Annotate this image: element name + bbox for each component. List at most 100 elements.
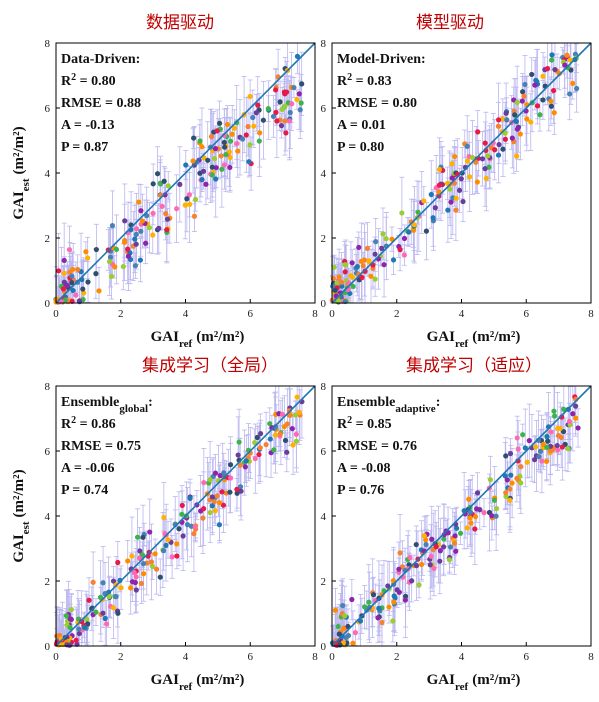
data-point (138, 580, 144, 587)
data-point (73, 292, 79, 298)
data-point (247, 93, 253, 100)
data-point (222, 144, 228, 150)
data-point (421, 198, 427, 204)
data-point (137, 257, 144, 263)
rmse-stat: RMSE = 0.76 (337, 439, 417, 454)
data-point (342, 262, 348, 268)
x-tick-label: 2 (118, 651, 124, 663)
one-to-one-line (55, 385, 316, 647)
data-point (372, 251, 378, 257)
data-point (109, 223, 116, 229)
data-point (416, 582, 422, 588)
data-point (216, 500, 223, 506)
data-point (125, 558, 131, 564)
data-point (366, 599, 372, 605)
y-tick-label: 0 (45, 641, 51, 653)
method-label: Ensembleadaptive: (337, 395, 440, 415)
data-point (61, 270, 67, 276)
data-point (179, 511, 185, 517)
data-point (469, 154, 476, 161)
data-point (423, 228, 430, 234)
data-point (562, 62, 568, 68)
data-point (110, 578, 117, 584)
data-point (282, 91, 288, 97)
data-point (250, 114, 256, 121)
data-point (456, 187, 463, 193)
data-point (136, 199, 142, 205)
data-point (332, 607, 339, 613)
panel-title: 集成学习（适应） (406, 356, 542, 376)
data-point (350, 640, 356, 646)
data-point (339, 283, 345, 289)
data-point (209, 164, 215, 170)
data-point (540, 441, 546, 447)
data-point (103, 621, 110, 627)
data-point (494, 505, 500, 512)
y-label-sub: est (20, 178, 32, 191)
data-point (528, 119, 534, 125)
data-point (385, 583, 391, 589)
data-point (161, 514, 167, 521)
data-point (106, 593, 112, 600)
data-point (150, 210, 156, 216)
data-point (448, 544, 454, 550)
data-point (474, 506, 480, 512)
x-tick-label: 4 (459, 651, 465, 663)
data-point (133, 241, 139, 247)
a-stat: A = -0.06 (61, 461, 115, 476)
data-point (81, 624, 88, 631)
data-point (125, 246, 131, 252)
y-tick-label: 4 (321, 168, 327, 180)
data-point (495, 152, 502, 158)
data-point (360, 263, 366, 269)
rmse-label: RMSE = (337, 96, 392, 111)
method-label: Model-Driven: (337, 52, 426, 67)
data-point (496, 141, 502, 148)
x-tick-label: 0 (329, 308, 335, 320)
data-point (174, 553, 180, 559)
x-axis-label: GAIref (m²/m²) (427, 329, 521, 350)
data-point (573, 403, 579, 409)
data-point (468, 520, 474, 526)
data-point (84, 616, 90, 622)
data-point (218, 153, 224, 159)
data-point (330, 283, 336, 289)
data-point (137, 555, 143, 561)
data-point (214, 493, 220, 499)
data-point (256, 451, 262, 458)
data-point (67, 624, 73, 631)
data-point (337, 642, 343, 648)
rmse-value: 0.76 (392, 439, 417, 454)
data-point (140, 534, 146, 540)
method-subscript: global (119, 403, 148, 415)
data-point (503, 490, 509, 496)
data-point (289, 426, 295, 432)
data-point (507, 450, 514, 457)
data-point (521, 93, 527, 99)
data-point (153, 566, 160, 572)
data-point (221, 132, 227, 138)
data-point (347, 290, 353, 297)
data-point (208, 134, 215, 140)
data-point (532, 82, 538, 88)
data-point (134, 534, 141, 540)
data-point (509, 135, 515, 141)
data-point (247, 142, 253, 148)
data-point (165, 183, 171, 189)
r2-stat: R2 = 0.86 (61, 415, 116, 433)
x-tick-label: 8 (588, 651, 594, 663)
method-label: Ensembleglobal: (61, 395, 153, 415)
data-point (460, 198, 466, 205)
data-point (252, 440, 258, 446)
data-point (552, 66, 558, 73)
data-point (479, 156, 486, 162)
data-point (391, 599, 397, 605)
data-point (560, 428, 567, 435)
data-point (149, 563, 155, 569)
data-point (107, 254, 114, 260)
data-point (284, 449, 290, 455)
data-point (243, 458, 249, 464)
data-point (366, 258, 372, 264)
data-point (487, 477, 494, 483)
data-point (64, 283, 70, 289)
